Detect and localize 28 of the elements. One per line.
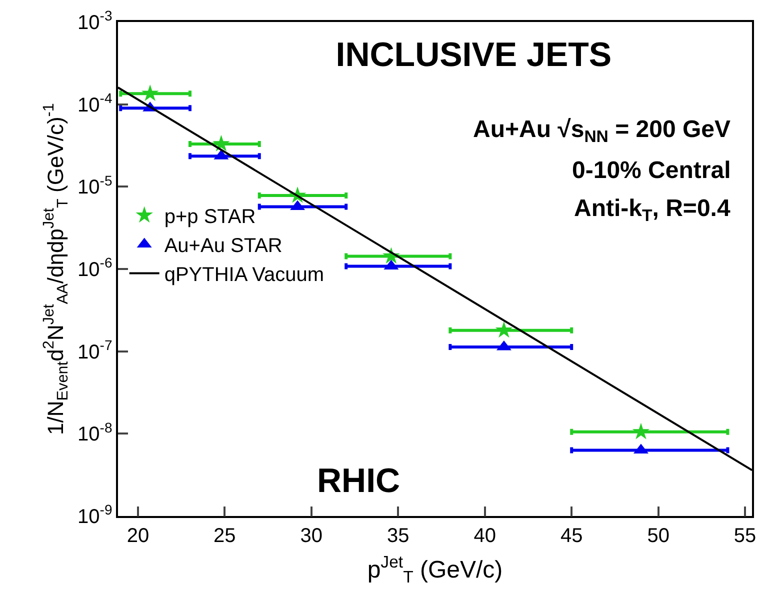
- legend-label: qPYTHIA Vacuum: [164, 264, 324, 286]
- chart-title: INCLUSIVE JETS: [336, 36, 612, 74]
- x-tick-label: 35: [387, 524, 410, 547]
- x-tick-label: 30: [300, 524, 323, 547]
- y-tick-label: 10$^{-3}$: [78, 8, 112, 34]
- annotation: RHIC: [317, 462, 400, 500]
- legend-label: p+p STAR: [164, 206, 256, 228]
- x-axis-title: p$^{Jet}$$_{T}$ (GeV/c): [367, 552, 503, 587]
- annotation: Au+Au √s$_{NN}$ = 200 GeV: [473, 116, 731, 146]
- y-tick-label: 10$^{-9}$: [78, 502, 112, 528]
- y-tick-label: 10$^{-4}$: [78, 90, 112, 116]
- legend-label: Au+Au STAR: [164, 235, 282, 258]
- y-tick-label: 10$^{-6}$: [78, 254, 112, 281]
- x-tick-label: 45: [560, 524, 583, 547]
- y-tick-label: 10$^{-7}$: [78, 336, 112, 364]
- annotation: Anti-k$_{T}$, R=0.4: [574, 195, 731, 226]
- point: [495, 321, 513, 338]
- x-tick-label: 25: [214, 524, 236, 547]
- x-tick-label: 55: [734, 524, 756, 547]
- point: [632, 422, 650, 440]
- point: [212, 134, 230, 152]
- x-tick-label: 20: [126, 524, 150, 547]
- x-tick-label: 50: [647, 524, 670, 547]
- y-tick-label: 10$^{-5}$: [78, 172, 112, 199]
- annotation: 0-10% Central: [572, 157, 731, 184]
- x-tick-label: 40: [474, 524, 496, 547]
- point: [141, 84, 159, 101]
- y-tick-label: 10$^{-8}$: [78, 419, 112, 446]
